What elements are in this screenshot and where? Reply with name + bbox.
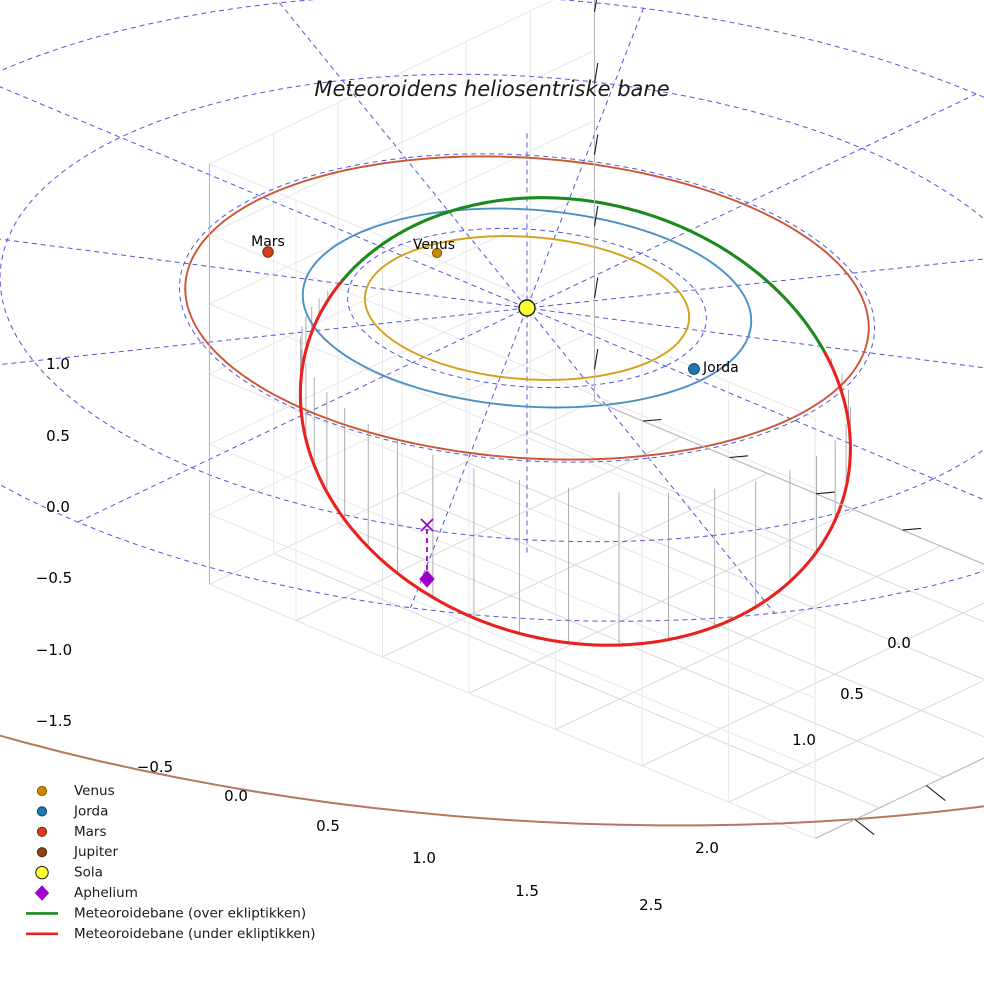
legend[interactable]: Venus Jorda Mars Jupiter Sola Aphelium Meteoro… <box>26 783 316 942</box>
legend-label: Venus <box>74 783 115 799</box>
legend-item-sola[interactable]: Sola <box>35 865 103 881</box>
orbit-jorda <box>301 207 753 409</box>
legend-marker-aphelium <box>34 885 50 901</box>
axis-lines <box>208 0 984 839</box>
legend-label: Jorda <box>73 803 108 819</box>
tick-label-x: 1.5 <box>515 882 539 900</box>
tick-label-x: 0.0 <box>224 787 248 805</box>
body-annotations: Mars Venus Jorda <box>251 234 739 376</box>
tick-labels: 1.0 0.5 0.0 −0.5 −1.0 −1.5 −0.5 0.0 0.5 1.0 1.5 2.0… <box>36 355 911 914</box>
sun-marker <box>518 299 536 317</box>
legend-item-meteoroidebane-under-ekliptikken[interactable]: Meteoroidebane (under ekliptikken) <box>26 926 316 942</box>
tick-label-x: 2.5 <box>639 896 663 914</box>
meteoroid-segment <box>298 278 852 647</box>
legend-item-mars[interactable]: Mars <box>36 824 107 840</box>
axes-panes <box>209 0 984 839</box>
legend-item-meteoroidebane-over-ekliptikken[interactable]: Meteoroidebane (over ekliptikken) <box>26 905 306 921</box>
legend-label: Mars <box>74 824 107 840</box>
planet-orbits <box>0 155 984 827</box>
legend-marker-sola <box>35 865 49 880</box>
page-title: Meteoroidens heliosentriske bane <box>314 77 669 101</box>
tick-label-y: 0.0 <box>887 634 911 652</box>
legend-label: Meteoroidebane (over ekliptikken) <box>74 905 306 921</box>
legend-item-jorda[interactable]: Jorda <box>36 803 108 819</box>
mars-label: Mars <box>251 234 285 250</box>
jorda-label: Jorda <box>702 360 739 376</box>
legend-item-jupiter[interactable]: Jupiter <box>36 844 118 860</box>
legend-marker-jorda <box>36 806 48 817</box>
tick-label-x: 0.5 <box>316 817 340 835</box>
tick-label-z: −0.5 <box>36 569 72 587</box>
legend-label: Aphelium <box>74 885 138 901</box>
tick-label-z: −1.0 <box>36 641 72 659</box>
orbit-jupiter <box>0 734 984 827</box>
orbit-venus <box>363 235 691 381</box>
meteoroid-segment <box>341 201 484 282</box>
meteoroid-orbit <box>298 196 852 647</box>
meteoroid-droplines <box>299 290 851 646</box>
orbit-mars <box>184 155 870 461</box>
meteoroid-segment <box>480 196 827 355</box>
tick-label-x: −0.5 <box>137 758 173 776</box>
legend-label: Jupiter <box>73 844 118 860</box>
tick-label-x: 2.0 <box>695 839 719 857</box>
aphelium-projection-x-icon <box>420 518 434 532</box>
legend-label: Meteoroidebane (under ekliptikken) <box>74 926 316 942</box>
tick-label-x: 1.0 <box>412 849 436 867</box>
legend-marker-mars <box>36 826 48 837</box>
legend-item-aphelium[interactable]: Aphelium <box>34 885 138 901</box>
tick-label-z: −1.5 <box>36 712 72 730</box>
legend-item-venus[interactable]: Venus <box>36 783 115 799</box>
venus-marker <box>431 247 443 259</box>
celestial-bodies <box>262 246 700 588</box>
jorda-marker <box>688 363 700 375</box>
tick-label-y: 1.0 <box>792 731 816 749</box>
tick-label-y: 0.5 <box>840 685 864 703</box>
mars-marker <box>262 246 274 258</box>
legend-marker-jupiter <box>36 847 48 858</box>
legend-marker-venus <box>36 785 48 797</box>
tick-label-z: 1.0 <box>46 355 70 373</box>
aphelium-marker <box>419 570 435 588</box>
tick-label-z: 0.5 <box>46 427 70 445</box>
venus-label: Venus <box>413 237 455 253</box>
tick-label-z: 0.0 <box>46 498 70 516</box>
legend-label: Sola <box>74 865 103 881</box>
